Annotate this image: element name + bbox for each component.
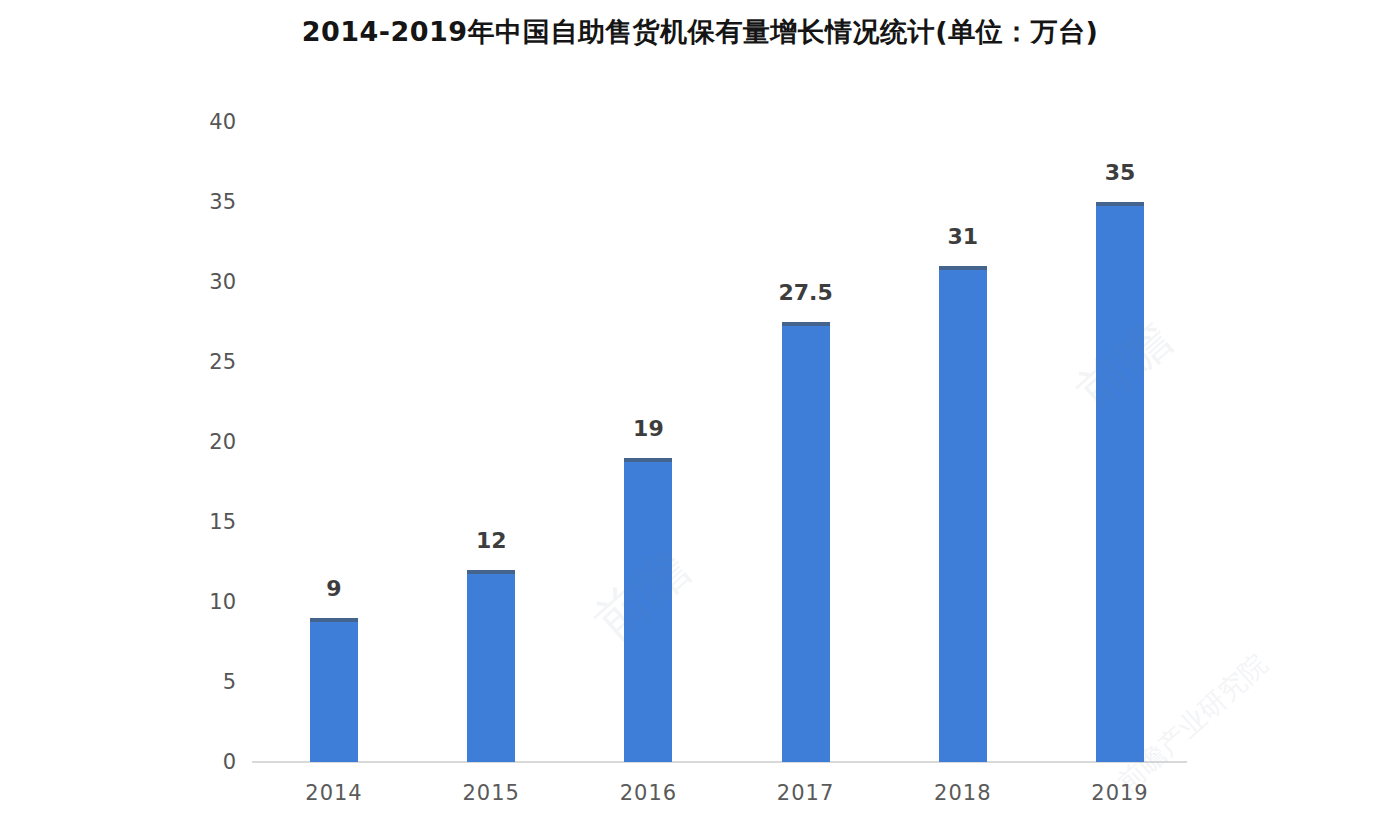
y-tick-label: 35 [156,189,236,215]
bar-value-label: 12 [431,528,551,553]
y-tick-label: 25 [156,349,236,375]
y-tick-label: 15 [156,509,236,535]
chart-canvas: 2014-2019年中国自助售货机保有量增长情况统计(单位：万台) 0 5 10 15… [0,0,1400,836]
bar-value-label: 9 [274,576,394,601]
x-tick-label: 2019 [1060,781,1180,805]
y-tick-label: 30 [156,269,236,295]
y-tick-label: 0 [156,749,236,775]
bar [1096,202,1144,762]
y-tick-label: 5 [156,669,236,695]
bar [939,266,987,762]
x-tick-label: 2018 [903,781,1023,805]
bar [782,322,830,762]
y-tick-label: 40 [156,109,236,135]
chart-title: 2014-2019年中国自助售货机保有量增长情况统计(单位：万台) [0,14,1400,50]
x-tick-label: 2015 [431,781,551,805]
bar-value-label: 19 [588,416,708,441]
bar-value-label: 35 [1060,160,1180,185]
bar [310,618,358,762]
bar [467,570,515,762]
x-axis-line [252,761,1187,763]
x-tick-label: 2014 [274,781,394,805]
y-tick-label: 20 [156,429,236,455]
bar [624,458,672,762]
x-tick-label: 2016 [588,781,708,805]
x-tick-label: 2017 [746,781,866,805]
bar-value-label: 31 [903,224,1023,249]
y-tick-label: 10 [156,589,236,615]
bar-value-label: 27.5 [746,280,866,305]
